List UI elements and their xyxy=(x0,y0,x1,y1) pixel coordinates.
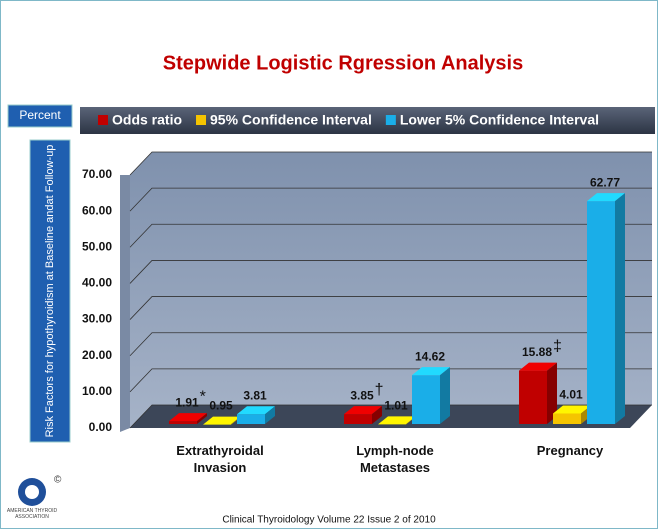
y-axis-title: Percent xyxy=(19,108,61,122)
value-label: 1.91 xyxy=(175,395,199,409)
bar xyxy=(519,362,557,424)
annotation: * xyxy=(200,388,206,405)
y-tick-label: 60.00 xyxy=(82,203,112,217)
legend-swatch xyxy=(98,115,108,125)
logo-mark: © xyxy=(54,475,62,486)
logo-inner xyxy=(25,485,39,499)
bar-top xyxy=(169,413,207,422)
bar-side xyxy=(372,406,382,424)
bar-front xyxy=(553,413,581,424)
bar-side xyxy=(440,367,450,424)
bar-front xyxy=(587,201,615,424)
y-tick-label: 10.00 xyxy=(82,384,112,398)
y-tick-label: 50.00 xyxy=(82,239,112,253)
grid-line xyxy=(129,151,652,176)
bar-front xyxy=(237,414,265,424)
grid-line xyxy=(129,296,652,320)
y-tick-label: 0.00 xyxy=(89,420,113,434)
y-tick-label: 20.00 xyxy=(82,348,112,362)
value-label: 62.77 xyxy=(590,175,620,189)
value-label: 0.95 xyxy=(209,399,233,413)
footer: Clinical Thyroidology Volume 22 Issue 2 … xyxy=(222,515,436,526)
bar-top xyxy=(412,367,450,376)
bar-top xyxy=(519,362,557,371)
bar-side xyxy=(197,413,207,424)
x-tick-label: Extrathyroidal Invasion xyxy=(176,443,264,475)
annotation: † xyxy=(375,381,384,398)
y-tick-label: 40.00 xyxy=(82,276,112,290)
side-label: Risk Factors for hypothyroidism at Basel… xyxy=(44,145,56,438)
annotation: ‡ xyxy=(553,338,562,355)
value-label: 14.62 xyxy=(415,349,445,363)
grid-line xyxy=(129,404,652,429)
legend-label: Odds ratio xyxy=(112,112,182,128)
grid-line xyxy=(129,223,652,248)
bar-front xyxy=(344,414,372,424)
value-label: 1.01 xyxy=(384,399,408,413)
bar xyxy=(587,193,625,424)
bar-front xyxy=(169,421,197,424)
y-tick-label: 30.00 xyxy=(82,312,112,326)
bar xyxy=(237,406,275,424)
bar-front xyxy=(412,375,440,424)
y-tick-label: 70.00 xyxy=(82,167,112,181)
bar-side xyxy=(547,362,557,424)
value-label: 15.88 xyxy=(522,345,552,359)
legend-swatch xyxy=(196,115,207,125)
grid-line xyxy=(129,260,652,284)
legend-bar xyxy=(80,107,655,134)
bar-top xyxy=(237,406,275,415)
y-title-box xyxy=(7,104,73,128)
bar xyxy=(412,367,450,424)
legend-label: 95% Confidence Interval xyxy=(210,112,372,128)
legend-label: Lower 5% Confidence Interval xyxy=(400,112,599,128)
bar-top xyxy=(378,416,416,425)
bar-top xyxy=(203,416,241,425)
bar-side xyxy=(265,406,275,424)
value-label: 4.01 xyxy=(559,388,583,402)
bar-top xyxy=(553,405,591,414)
value-label: 3.81 xyxy=(243,388,267,402)
bar xyxy=(344,406,382,424)
grid-line xyxy=(129,187,652,212)
value-label: 3.85 xyxy=(350,388,374,402)
logo-text: AMERICAN THYROID ASSOCIATION xyxy=(6,508,58,520)
grid-line xyxy=(129,368,652,393)
bar-top xyxy=(344,406,382,415)
bar-front xyxy=(519,370,547,424)
bar xyxy=(169,413,207,424)
bar-side xyxy=(615,193,625,424)
x-tick-label: Pregnancy xyxy=(536,443,604,458)
legend-swatch xyxy=(385,115,396,125)
side-wall xyxy=(120,175,130,432)
x-tick-label: Lymph-node Metastases xyxy=(356,443,434,475)
side-box xyxy=(29,139,71,443)
grid-line xyxy=(129,332,652,356)
back-wall xyxy=(130,152,652,428)
bar-top xyxy=(587,193,625,202)
chart-title: Stepwide Logistic Rgression Analysis xyxy=(163,52,523,74)
